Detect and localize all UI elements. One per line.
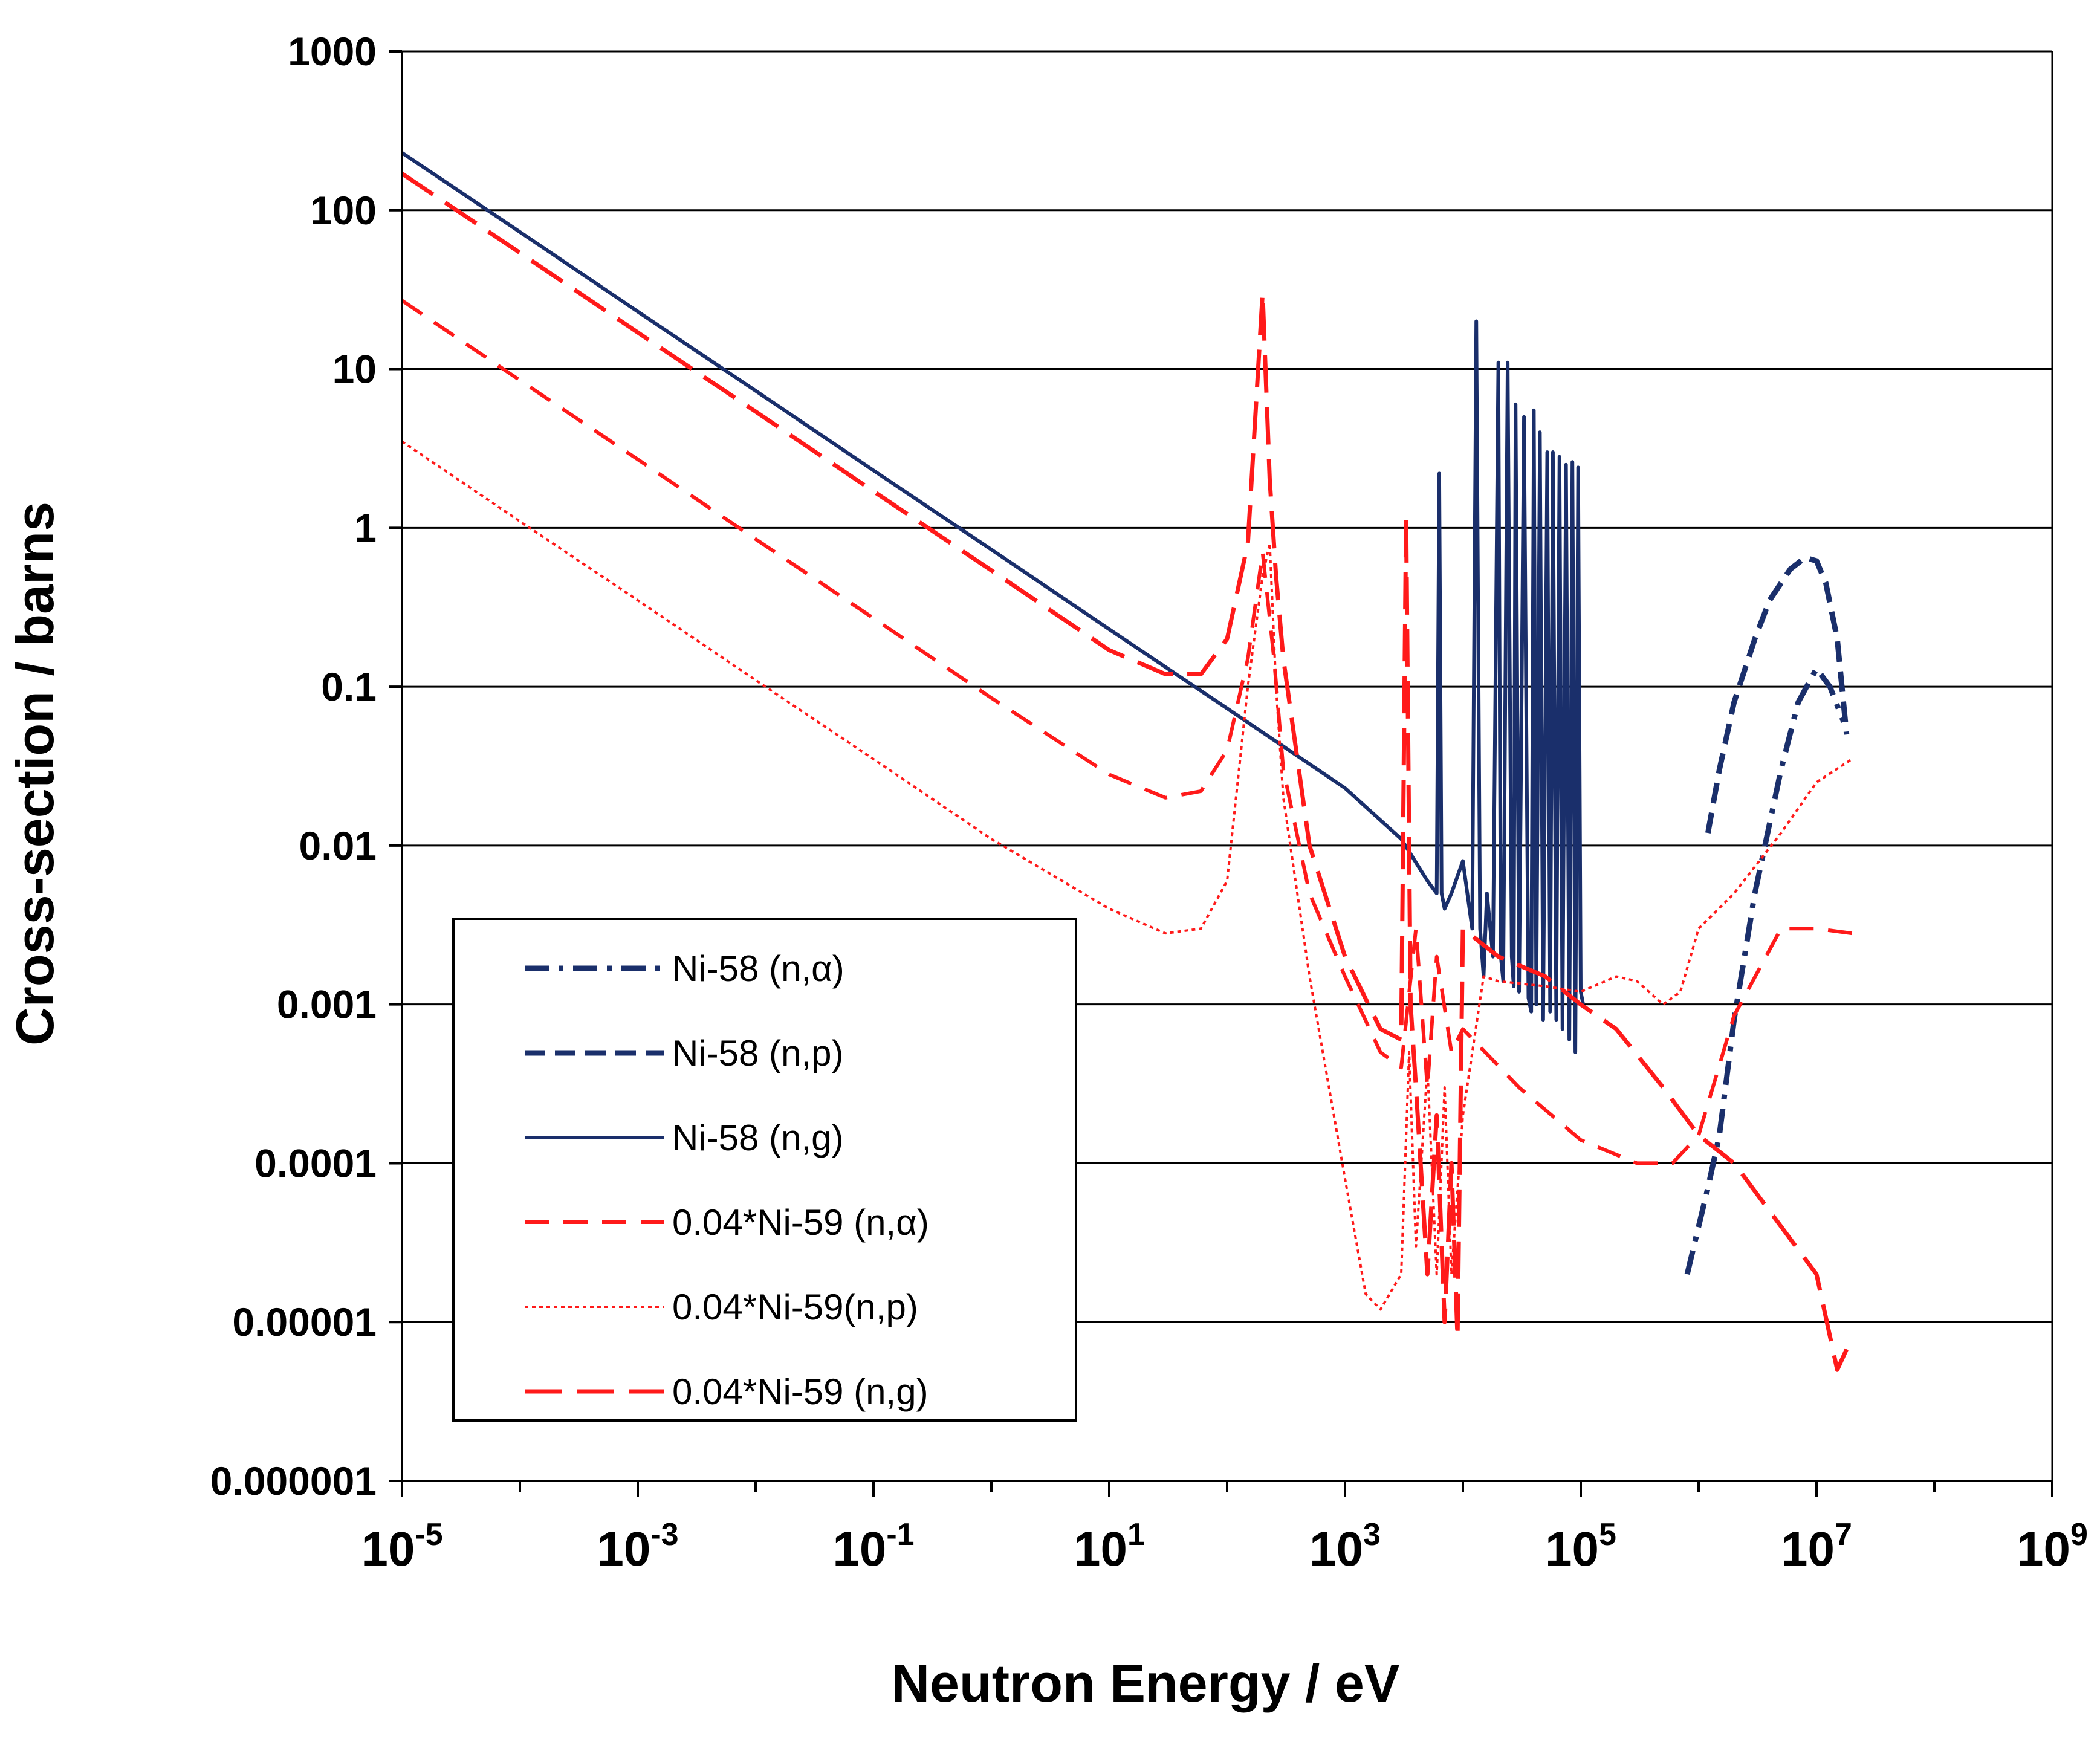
y-tick-label: 1000 [288, 29, 377, 74]
x-tick-base: 10 [361, 1522, 415, 1576]
legend-label-5: 0.04*Ni-59 (n,g) [672, 1371, 928, 1412]
x-tick-base: 10 [1074, 1522, 1127, 1576]
x-tick-base: 10 [2017, 1522, 2070, 1576]
x-tick-label: 10-5 [361, 1517, 442, 1576]
x-tick-base: 10 [832, 1522, 886, 1576]
y-tick-label: 1 [354, 505, 377, 550]
series-layer [401, 151, 1854, 1372]
y-tick-label: 0.0001 [254, 1141, 377, 1185]
x-tick-base: 10 [1309, 1522, 1363, 1576]
x-tick-label: 109 [2017, 1517, 2088, 1576]
x-tick-label: 10-1 [832, 1517, 914, 1576]
series-line-1 [1705, 555, 1850, 834]
y-tick-label: 0.1 [321, 664, 377, 709]
x-tick-base: 10 [1781, 1522, 1835, 1576]
legend-label-4: 0.04*Ni-59(n,p) [672, 1287, 918, 1327]
y-tick-label: 0.00001 [232, 1300, 377, 1344]
y-tick-label: 100 [310, 188, 377, 233]
x-tick-label: 103 [1309, 1517, 1381, 1576]
y-tick-label: 0.000001 [210, 1459, 377, 1503]
legend-label-1: Ni-58 (n,p) [672, 1033, 843, 1073]
x-tick-exponent: -5 [415, 1517, 442, 1552]
y-tick-label: 0.01 [299, 823, 377, 868]
y-tick-label: 0.001 [277, 982, 377, 1027]
series-line-0 [1684, 665, 1847, 1275]
x-tick-exponent: 7 [1835, 1517, 1852, 1552]
series-line-5 [401, 172, 1854, 1372]
x-tick-exponent: 3 [1363, 1517, 1381, 1552]
legend-label-0: Ni-58 (n,α) [672, 948, 844, 989]
legend-label-2: Ni-58 (n,g) [672, 1118, 843, 1158]
x-tick-label: 10-3 [597, 1517, 678, 1576]
x-tick-exponent: 1 [1127, 1517, 1145, 1552]
axes [389, 50, 2053, 1497]
y-tick-label: 10 [332, 347, 377, 392]
legend: Ni-58 (n,α) Ni-58 (n,p) Ni-58 (n,g) 0.04*Ni… [452, 918, 1077, 1422]
y-axis-title: Cross-section / barns [5, 502, 65, 1046]
legend-label-3: 0.04*Ni-59 (n,α) [672, 1202, 929, 1243]
x-axis-title: Neutron Energy / eV [891, 1653, 1399, 1713]
x-tick-base: 10 [597, 1522, 650, 1576]
x-tick-exponent: 5 [1599, 1517, 1616, 1552]
x-tick-base: 10 [1545, 1522, 1599, 1576]
x-tick-exponent: -3 [650, 1517, 678, 1552]
x-tick-label: 101 [1074, 1517, 1145, 1576]
tick-labels: 10001001010.10.010.0010.00010.000010.000… [210, 29, 2088, 1576]
series-line-3 [401, 299, 1853, 1165]
series-line-4 [401, 440, 1853, 1311]
x-tick-exponent: 9 [2070, 1517, 2088, 1552]
legend-box [452, 918, 1077, 1422]
x-tick-label: 105 [1545, 1517, 1616, 1576]
x-tick-label: 107 [1781, 1517, 1852, 1576]
x-tick-exponent: -1 [886, 1517, 914, 1552]
